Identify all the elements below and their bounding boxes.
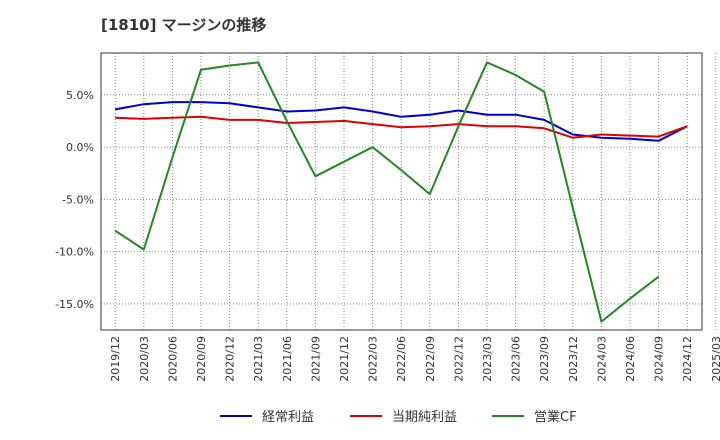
x-tick-label: 2023/12 bbox=[567, 336, 580, 382]
y-tick-label: -10.0% bbox=[55, 246, 94, 259]
x-tick-label: 2021/06 bbox=[281, 336, 294, 382]
x-tick-label: 2022/09 bbox=[424, 336, 437, 382]
legend-label: 営業CF bbox=[534, 409, 577, 425]
series-line bbox=[115, 101, 688, 142]
x-tick-label: 2024/03 bbox=[595, 336, 608, 382]
x-tick-label: 2020/03 bbox=[138, 336, 151, 382]
x-tick-label: 2024/06 bbox=[624, 336, 637, 382]
legend: 経常利益 当期純利益 営業CF bbox=[220, 409, 577, 425]
legend-label: 経常利益 bbox=[262, 410, 314, 425]
x-tick-label: 2019/12 bbox=[109, 336, 122, 382]
plot-border bbox=[100, 52, 703, 331]
x-tick-label: 2020/06 bbox=[166, 336, 179, 382]
y-tick-label: 0.0% bbox=[66, 141, 94, 154]
x-tick-label: 2023/03 bbox=[481, 336, 494, 382]
series-line bbox=[114, 61, 660, 323]
y-tick-label: -15.0% bbox=[55, 298, 94, 311]
y-tick-label: 5.0% bbox=[66, 89, 94, 102]
x-tick-label: 2023/06 bbox=[510, 336, 523, 382]
x-axis: 2019/12 2020/03 2020/06 2020/09 2020/12 2021/… bbox=[109, 336, 720, 382]
x-tick-label: 2020/12 bbox=[224, 336, 237, 382]
legend-label: 当期純利益 bbox=[392, 410, 457, 425]
x-tick-label: 2021/12 bbox=[338, 336, 351, 382]
x-tick-label: 2021/09 bbox=[309, 336, 322, 382]
y-axis: 5.0% 0.0% -5.0% -10.0% -15.0% bbox=[55, 89, 94, 311]
x-tick-label: 2022/06 bbox=[395, 336, 408, 382]
x-tick-label: 2023/09 bbox=[538, 336, 551, 382]
x-tick-label: 2021/03 bbox=[252, 336, 265, 382]
x-tick-label: 2024/12 bbox=[681, 336, 694, 382]
grid-lines bbox=[101, 53, 717, 330]
series-lines bbox=[114, 61, 688, 323]
x-tick-label: 2022/12 bbox=[452, 336, 465, 382]
x-tick-label: 2022/03 bbox=[367, 336, 380, 382]
chart-title: [1810] マージンの推移 bbox=[101, 16, 266, 34]
series-line bbox=[115, 115, 688, 139]
x-tick-label: 2020/09 bbox=[195, 336, 208, 382]
x-tick-label: 2025/03 bbox=[710, 336, 720, 382]
x-tick-label: 2024/09 bbox=[653, 336, 666, 382]
y-tick-label: -5.0% bbox=[62, 193, 94, 206]
